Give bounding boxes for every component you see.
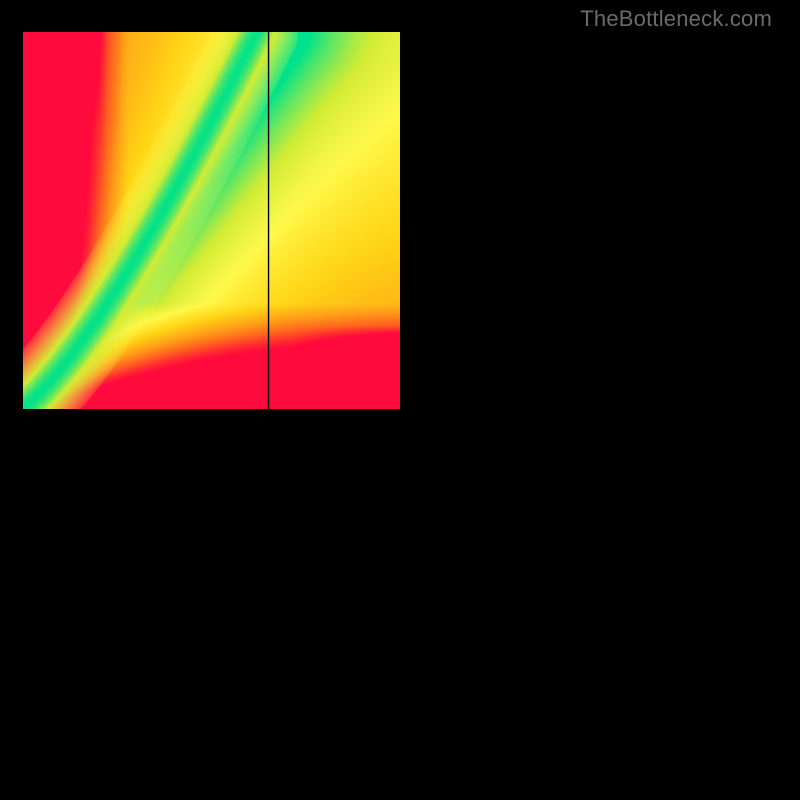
watermark-text: TheBottleneck.com [580,6,772,32]
bottleneck-heatmap [23,32,777,786]
chart-container: TheBottleneck.com [0,0,800,800]
